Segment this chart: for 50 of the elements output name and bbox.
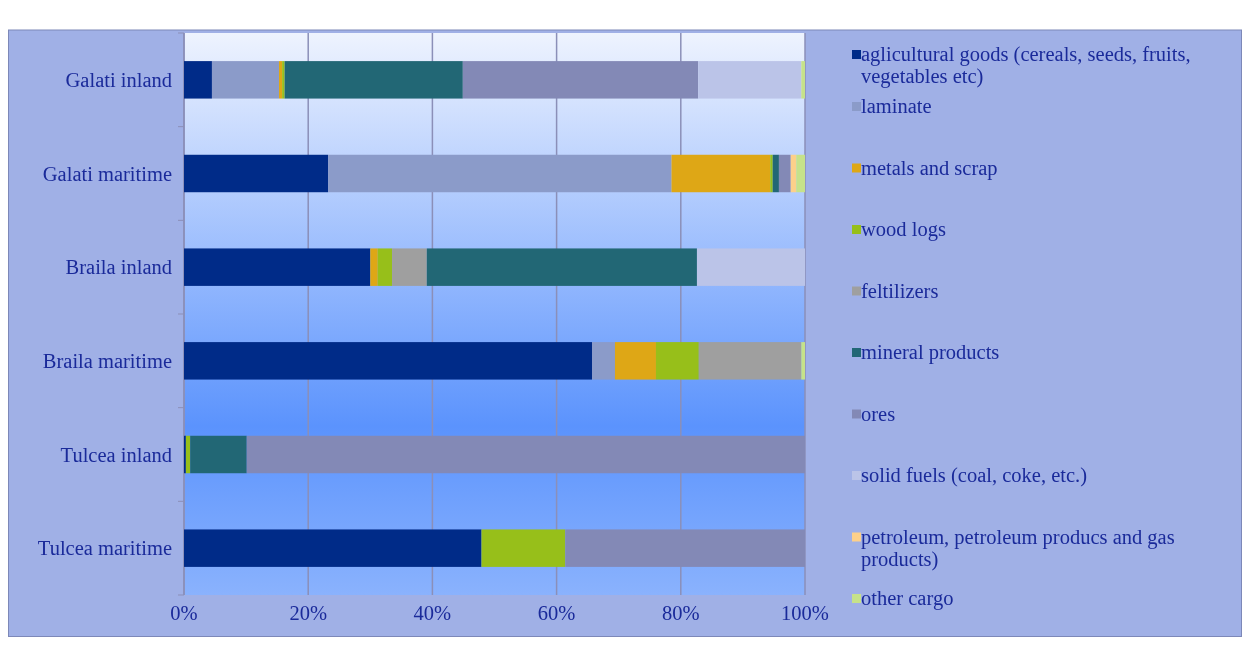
y-tick-label: Galati inland xyxy=(65,69,172,92)
legend-label: wood logs xyxy=(861,218,946,241)
bar xyxy=(778,154,791,193)
bar xyxy=(614,342,656,380)
bar xyxy=(370,248,378,286)
bar xyxy=(184,529,482,567)
bar xyxy=(770,154,773,193)
legend-label: mineral products xyxy=(861,341,1000,364)
legend-label: other cargo xyxy=(861,587,954,610)
legend-label: ores xyxy=(861,402,896,425)
legend-label: laminate xyxy=(861,95,932,117)
y-tick-label: Braila maritime xyxy=(42,350,172,373)
x-tick-label: 60% xyxy=(537,602,576,624)
y-tick-label: Braila inland xyxy=(65,256,172,279)
bar xyxy=(801,61,805,99)
bar xyxy=(481,529,566,567)
x-tick-label: 40% xyxy=(413,602,452,624)
bar xyxy=(426,248,697,286)
bar xyxy=(377,248,393,286)
legend-label: feltilizers xyxy=(861,279,939,302)
bar xyxy=(190,435,247,474)
bar xyxy=(184,248,371,286)
bar xyxy=(698,342,802,380)
x-tick-label: 80% xyxy=(662,602,700,624)
bar xyxy=(696,248,805,286)
bar xyxy=(328,154,672,193)
bar xyxy=(592,342,615,380)
bar xyxy=(698,61,802,99)
bar xyxy=(185,435,191,474)
bar xyxy=(184,61,212,99)
legend-label: aglicultural goods (cereals, seeds, fruits, vegetables etc) xyxy=(861,43,1191,88)
bar xyxy=(284,61,463,99)
legend-label: metals and scrap xyxy=(861,156,998,180)
legend-label: petroleum, petroleum producs and gas products) xyxy=(861,525,1175,571)
x-tick-label: 100% xyxy=(781,602,829,624)
bar xyxy=(655,342,699,380)
x-tick-label: 0% xyxy=(170,602,198,624)
bar xyxy=(211,61,280,99)
bar xyxy=(392,248,427,286)
bar xyxy=(772,154,779,193)
bar xyxy=(184,154,329,193)
y-tick-label: Tulcea maritime xyxy=(37,537,172,560)
bar xyxy=(184,342,592,380)
legend-label: solid fuels (coal, coke, etc.) xyxy=(861,464,1087,487)
x-tick-label: 20% xyxy=(289,602,327,624)
bar xyxy=(796,154,805,193)
y-tick-label: Tulcea inland xyxy=(60,443,172,466)
bar xyxy=(801,342,805,380)
bar xyxy=(671,154,771,193)
y-tick-label: Galati maritime xyxy=(42,162,172,185)
